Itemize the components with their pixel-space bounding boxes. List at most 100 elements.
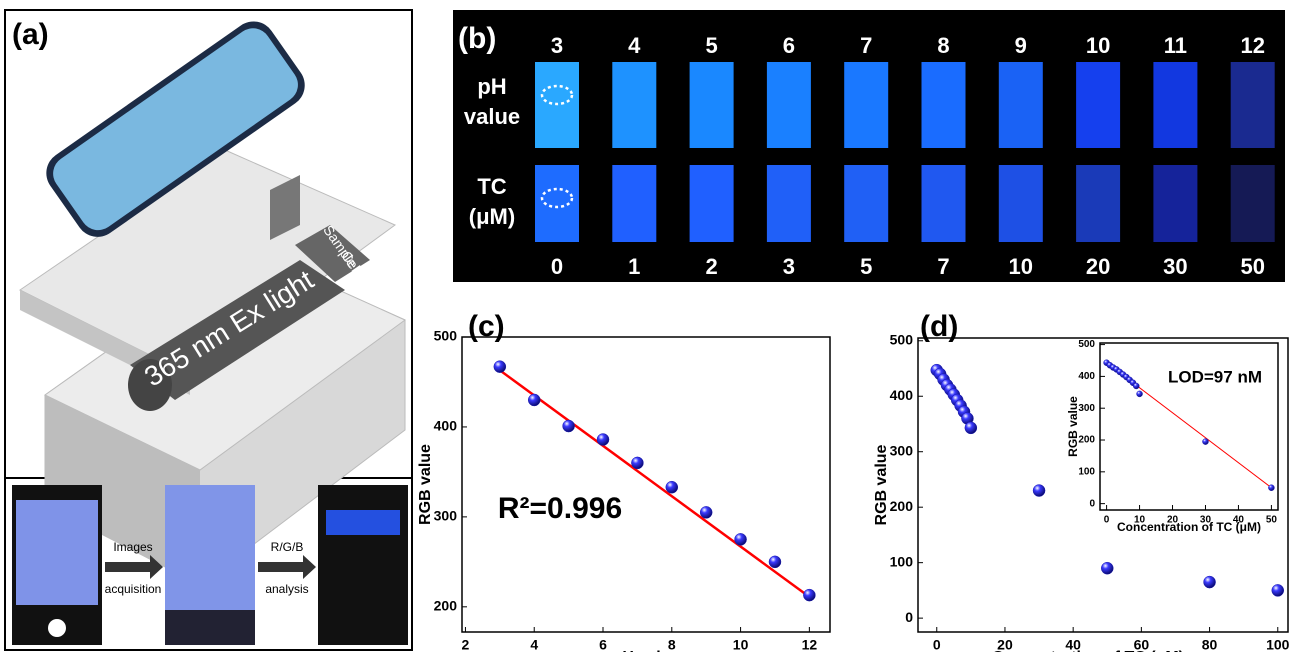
- test-strip: [922, 165, 966, 242]
- y-tick-label: 200: [434, 598, 458, 614]
- step-label: R/G/B: [271, 540, 304, 554]
- arrow: [258, 555, 316, 579]
- step-label: Images: [113, 540, 152, 554]
- test-strip: [1231, 165, 1275, 242]
- x-tick-label: 0: [933, 637, 941, 652]
- x-tick-label: 80: [1202, 637, 1218, 652]
- y-tick-label: 300: [1078, 403, 1095, 414]
- data-point: [1033, 485, 1045, 497]
- test-strip: [999, 165, 1043, 242]
- y-tick-label: 100: [890, 553, 914, 569]
- tc-number: 0: [551, 254, 563, 279]
- tc-number: 50: [1240, 254, 1264, 279]
- x-tick-label: 50: [1266, 515, 1278, 526]
- ph-number: 4: [628, 33, 641, 58]
- ph-number: 6: [783, 33, 795, 58]
- test-strip: [612, 165, 656, 242]
- test-strip: [767, 165, 811, 242]
- screen-1: [16, 500, 98, 605]
- y-tick-label: 300: [890, 442, 914, 458]
- step-label: acquisition: [105, 582, 162, 596]
- data-point: [700, 506, 712, 518]
- ph-number: 9: [1015, 33, 1027, 58]
- test-strip: [1153, 165, 1197, 242]
- plot-frame: [462, 337, 830, 632]
- ph-number: 8: [937, 33, 949, 58]
- data-point: [1272, 584, 1284, 596]
- tc-number: 20: [1086, 254, 1110, 279]
- x-axis-label: Concentration of TC (μM): [1117, 520, 1261, 534]
- tc-number: 3: [783, 254, 795, 279]
- panel-a: 365 nm Ex light SampleCell Images acquis…: [5, 10, 412, 650]
- tc-number: 7: [937, 254, 949, 279]
- x-tick-label: 10: [733, 637, 749, 652]
- data-point: [1202, 439, 1208, 445]
- data-point: [803, 589, 815, 601]
- data-point: [1137, 391, 1143, 397]
- test-strip: [1153, 62, 1197, 148]
- data-point: [1268, 485, 1274, 491]
- y-tick-label: 400: [434, 418, 458, 434]
- data-point: [1204, 576, 1216, 588]
- x-tick-label: 2: [462, 637, 470, 652]
- y-tick-label: 500: [1078, 339, 1095, 350]
- x-tick-label: 0: [1104, 515, 1110, 526]
- test-strip: [999, 62, 1043, 148]
- tc-number: 5: [860, 254, 872, 279]
- panel-label: (a): [12, 18, 49, 51]
- shutter: [48, 619, 66, 637]
- ph-number: 7: [860, 33, 872, 58]
- tc-number: 1: [628, 254, 640, 279]
- test-strip: [612, 62, 656, 148]
- test-strip: [535, 165, 579, 242]
- screenshot-3: [318, 485, 408, 645]
- data-point: [735, 533, 747, 545]
- test-strip: [844, 62, 888, 148]
- fit-line: [500, 370, 810, 597]
- test-strip: [690, 165, 734, 242]
- data-point: [965, 422, 977, 434]
- screen-3-swatches: [326, 510, 400, 535]
- row-label: pH: [477, 74, 506, 99]
- data-point: [563, 420, 575, 432]
- data-point: [1133, 383, 1139, 389]
- test-strip: [1076, 165, 1120, 242]
- y-axis-label: RGB value: [873, 444, 890, 525]
- y-tick-label: 500: [434, 328, 458, 344]
- y-tick-label: 200: [1078, 435, 1095, 446]
- test-strip: [690, 62, 734, 148]
- tc-number: 30: [1163, 254, 1187, 279]
- test-strip: [1076, 62, 1120, 148]
- ph-number: 10: [1086, 33, 1110, 58]
- row-label: value: [464, 104, 520, 129]
- row-label: (μM): [469, 204, 515, 229]
- x-tick-label: 100: [1266, 637, 1290, 652]
- x-tick-label: 6: [599, 637, 607, 652]
- row-label: TC: [477, 174, 506, 199]
- screen-2-toolbar: [165, 610, 255, 645]
- x-tick-label: 4: [530, 637, 538, 652]
- x-tick-label: 12: [802, 637, 818, 652]
- ph-number: 12: [1240, 33, 1264, 58]
- y-tick-label: 400: [1078, 371, 1095, 382]
- panel-label: (b): [458, 22, 496, 55]
- tc-number: 10: [1009, 254, 1033, 279]
- test-strip: [1231, 62, 1275, 148]
- data-point: [666, 481, 678, 493]
- test-strip: [844, 165, 888, 242]
- test-strip: [767, 62, 811, 148]
- y-axis-label: RGB value: [417, 444, 434, 525]
- data-point: [528, 394, 540, 406]
- y-tick-label: 200: [890, 498, 914, 514]
- y-tick-label: 400: [890, 387, 914, 403]
- y-tick-label: 500: [890, 331, 914, 347]
- ph-number: 5: [705, 33, 717, 58]
- data-point: [494, 361, 506, 373]
- y-axis-label: RGB value: [1066, 396, 1080, 457]
- data-point: [597, 434, 609, 446]
- ph-number: 11: [1164, 33, 1187, 58]
- data-point: [769, 556, 781, 568]
- panel-label: (c): [468, 310, 505, 343]
- y-tick-label: 300: [434, 508, 458, 524]
- annotation: LOD=97 nM: [1168, 367, 1262, 386]
